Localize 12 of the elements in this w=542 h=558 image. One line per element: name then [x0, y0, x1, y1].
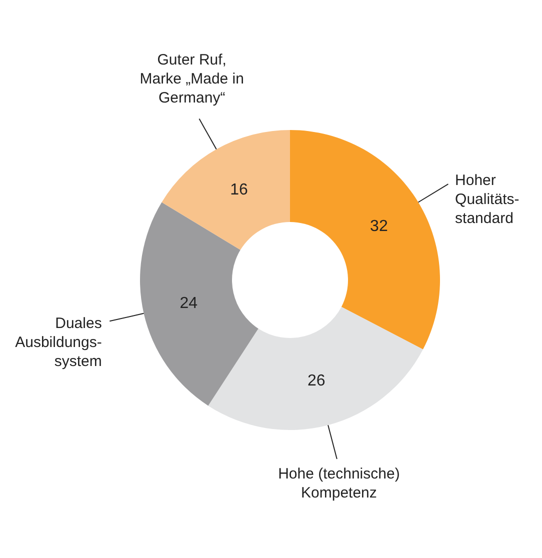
slice-label: Hoher Qualitäts- standard: [455, 172, 520, 227]
slice-label: Hohe (technische) Kompetenz: [278, 466, 400, 502]
donut-slice: [162, 130, 290, 250]
donut-slice: [208, 306, 423, 430]
slice-label: Guter Ruf, Marke „Made in Germany“: [140, 52, 244, 107]
data-label: 16: [230, 181, 248, 198]
donut-slice: [290, 130, 440, 350]
data-label: 26: [307, 372, 326, 390]
donut-slice: [140, 202, 258, 406]
slice-label: Duales Ausbildungs- system: [15, 314, 102, 370]
data-label: 24: [180, 295, 198, 312]
data-label: 32: [370, 218, 388, 236]
